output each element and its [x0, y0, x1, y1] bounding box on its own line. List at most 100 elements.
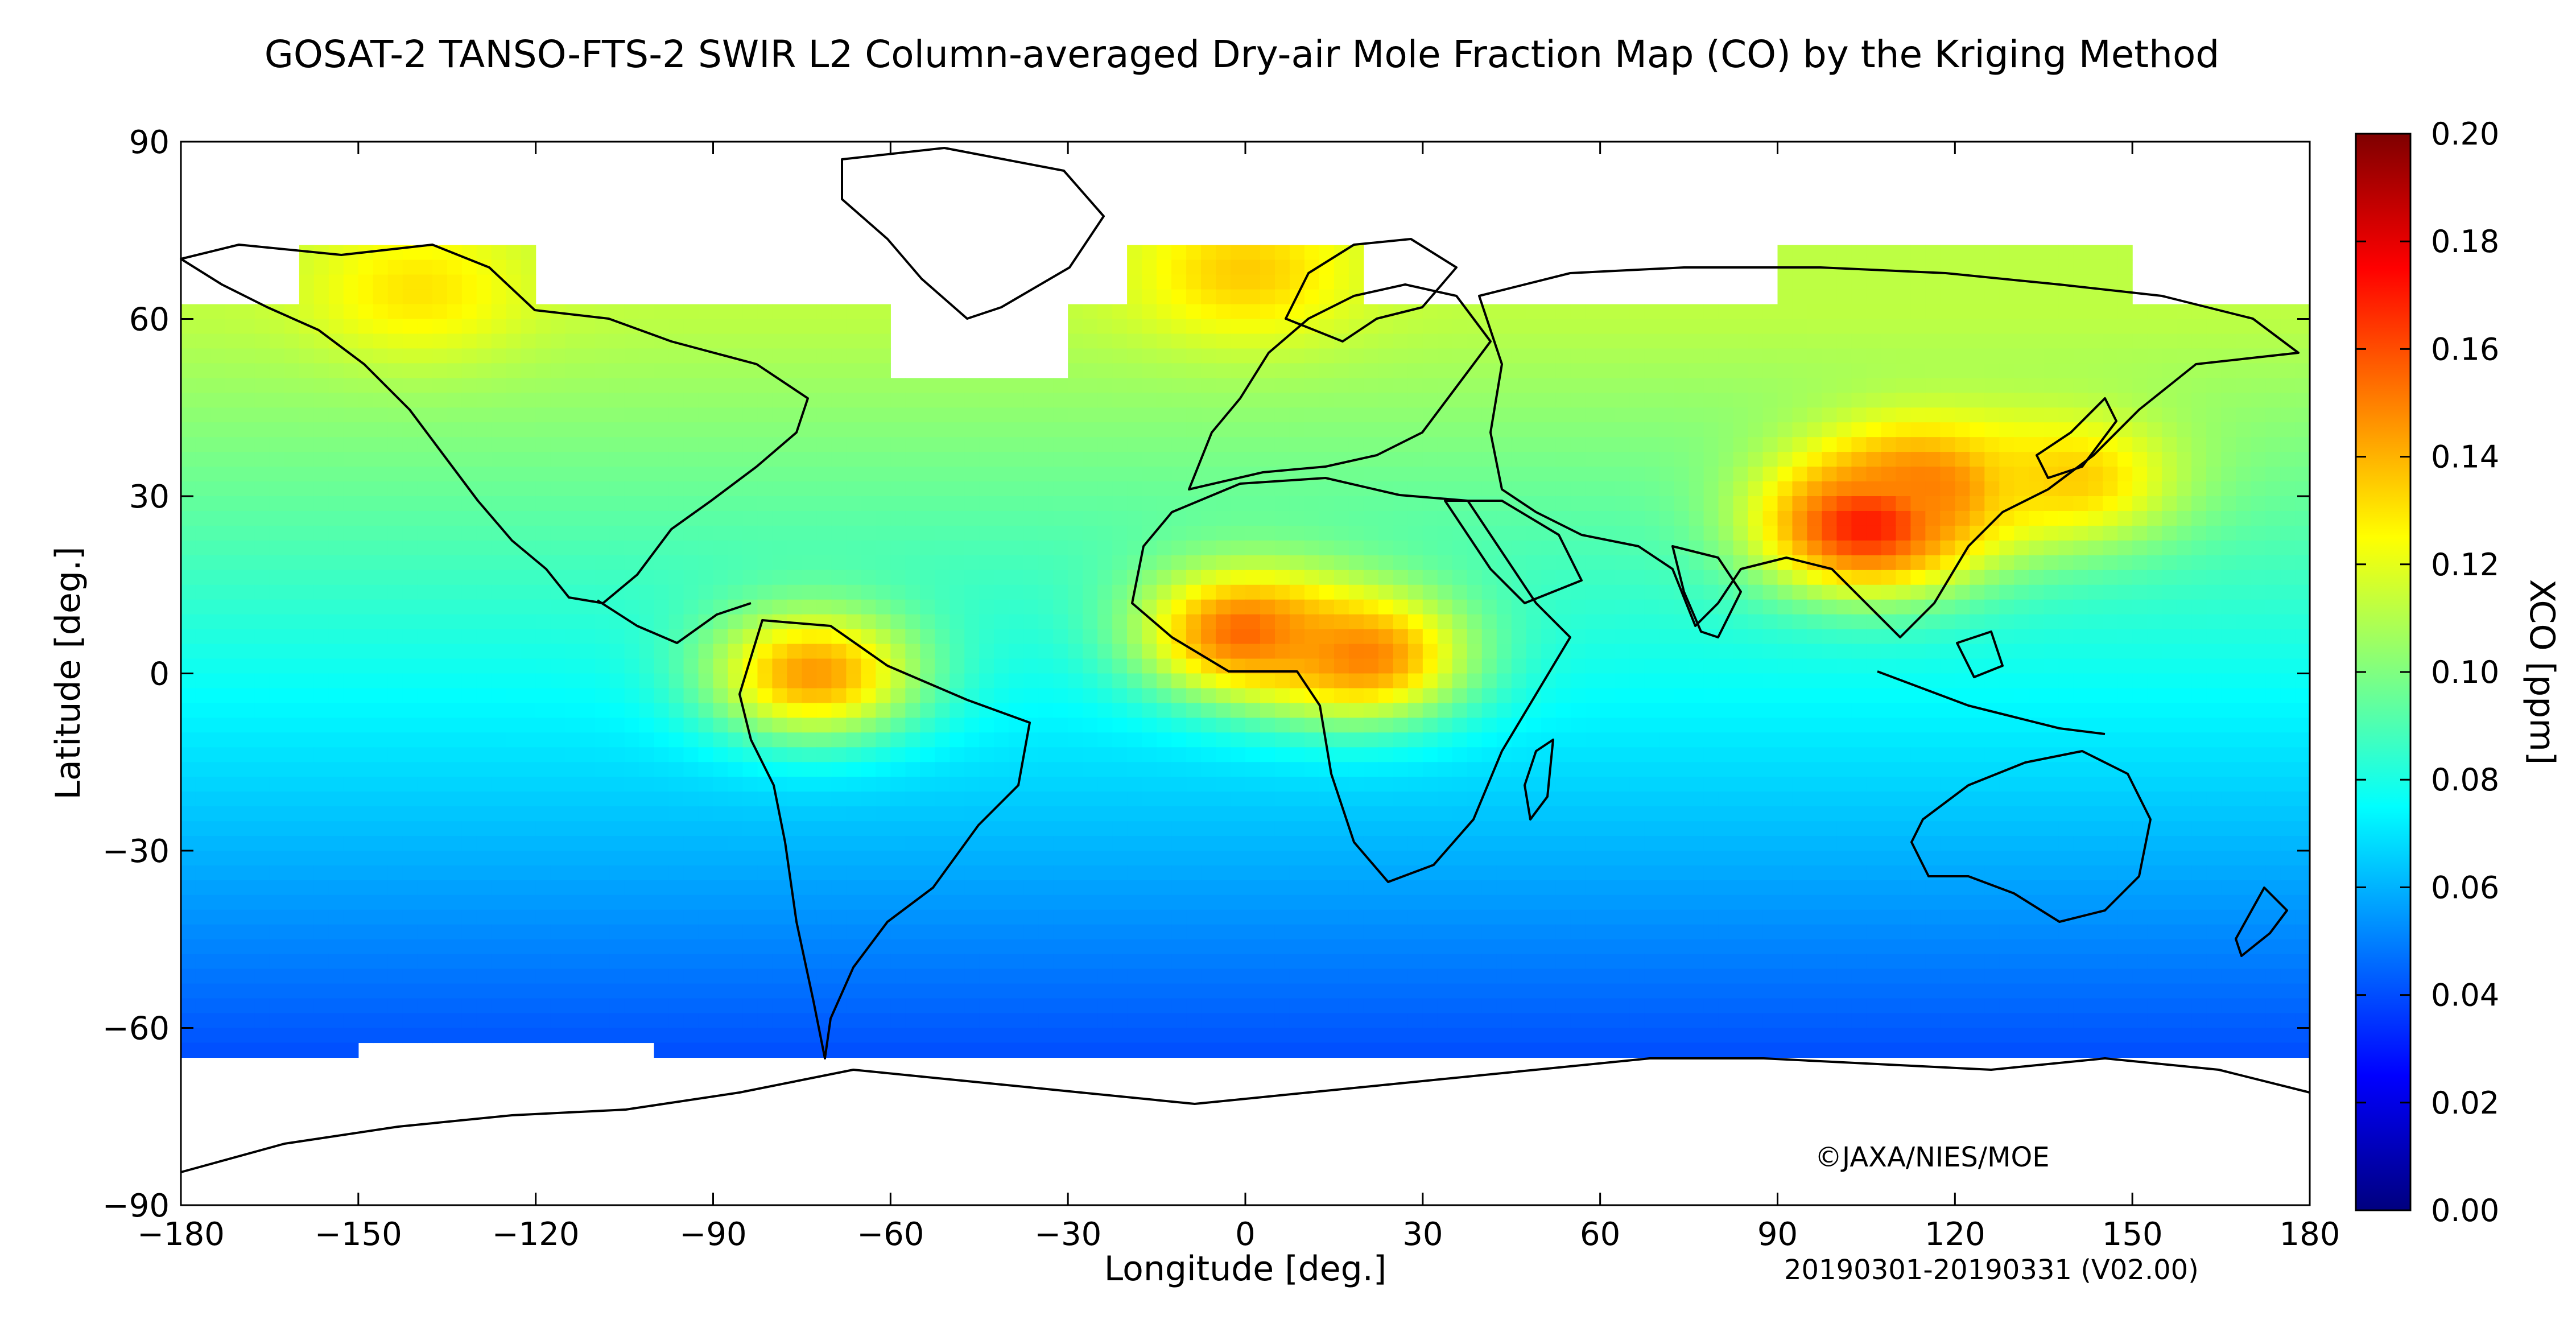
heatmap-cell — [1053, 467, 1068, 482]
heatmap-cell — [742, 304, 758, 320]
heatmap-cell — [521, 259, 536, 275]
heatmap-cell — [1289, 393, 1305, 408]
heatmap-cell — [1068, 540, 1083, 556]
heatmap-cell — [595, 422, 610, 438]
heatmap-cell — [506, 437, 522, 452]
heatmap-cell — [2280, 525, 2296, 541]
heatmap-cell — [1422, 393, 1438, 408]
heatmap-cell — [2103, 570, 2118, 586]
heatmap-cell — [2177, 319, 2192, 335]
heatmap-cell — [1792, 747, 1808, 762]
heatmap-cell — [1260, 245, 1275, 261]
heatmap-cell — [1481, 732, 1497, 748]
heatmap-cell — [1083, 791, 1098, 807]
heatmap-cell — [506, 496, 522, 512]
heatmap-cell — [683, 452, 699, 467]
heatmap-cell — [994, 658, 1009, 674]
heatmap-cell — [343, 289, 359, 305]
heatmap-cell — [565, 333, 581, 349]
heatmap-cell — [2191, 614, 2207, 630]
heatmap-cell — [195, 333, 211, 349]
heatmap-cell — [2088, 555, 2103, 571]
heatmap-cell — [2029, 319, 2044, 335]
heatmap-cell — [2177, 747, 2192, 762]
heatmap-cell — [2162, 718, 2177, 733]
heatmap-cell — [920, 481, 935, 497]
heatmap-cell — [343, 378, 359, 393]
heatmap-cell — [2251, 732, 2266, 748]
heatmap-cell — [1703, 393, 1719, 408]
heatmap-cell — [668, 732, 684, 748]
heatmap-cell — [1407, 481, 1423, 497]
heatmap-cell — [1659, 481, 1675, 497]
heatmap-cell — [1659, 584, 1675, 600]
heatmap-cell — [195, 467, 211, 482]
heatmap-cell — [535, 673, 551, 689]
heatmap-cell — [1274, 363, 1290, 378]
heatmap-cell — [2177, 762, 2192, 777]
heatmap-cell — [550, 393, 566, 408]
heatmap-cell — [1896, 259, 1911, 275]
heatmap-cell — [402, 452, 418, 467]
heatmap-cell — [447, 481, 463, 497]
heatmap-cell — [1038, 422, 1054, 438]
heatmap-cell — [1822, 378, 1838, 393]
heatmap-cell — [1142, 496, 1157, 512]
heatmap-cell — [639, 333, 655, 349]
heatmap-cell — [639, 496, 655, 512]
heatmap-cell — [698, 703, 714, 718]
heatmap-cell — [328, 319, 344, 335]
heatmap-cell — [890, 718, 906, 733]
heatmap-cell — [1348, 393, 1364, 408]
heatmap-cell — [1822, 747, 1838, 762]
heatmap-cell — [432, 570, 448, 586]
heatmap-cell — [950, 467, 965, 482]
heatmap-cell — [2221, 437, 2236, 452]
heatmap-cell — [1585, 614, 1601, 630]
heatmap-cell — [1511, 437, 1527, 452]
heatmap-cell — [461, 777, 477, 792]
heatmap-cell — [2221, 496, 2236, 512]
heatmap-cell — [2191, 762, 2207, 777]
heatmap-cell — [1422, 319, 1438, 335]
heatmap-cell — [210, 496, 226, 512]
heatmap-cell — [1703, 540, 1719, 556]
heatmap-cell — [1674, 407, 1690, 423]
heatmap-cell — [2014, 629, 2029, 645]
heatmap-cell — [994, 510, 1009, 526]
heatmap-cell — [313, 348, 329, 364]
heatmap-cell — [1718, 673, 1734, 689]
heatmap-cell — [2103, 599, 2118, 615]
heatmap-cell — [1334, 393, 1349, 408]
heatmap-cell — [876, 481, 891, 497]
heatmap-cell — [313, 599, 329, 615]
heatmap-cell — [1216, 319, 1231, 335]
heatmap-cell — [269, 510, 285, 526]
heatmap-cell — [2147, 732, 2162, 748]
heatmap-cell — [905, 510, 920, 526]
heatmap-cell — [565, 407, 581, 423]
heatmap-cell — [1748, 688, 1764, 704]
heatmap-cell — [654, 644, 670, 659]
heatmap-cell — [624, 393, 640, 408]
heatmap-cell — [1896, 363, 1911, 378]
heatmap-cell — [1570, 510, 1586, 526]
heatmap-cell — [550, 791, 566, 807]
heatmap-cell — [876, 614, 891, 630]
heatmap-cell — [1836, 629, 1852, 645]
heatmap-cell — [1733, 467, 1749, 482]
heatmap-cell — [1319, 481, 1335, 497]
heatmap-cell — [1274, 393, 1290, 408]
heatmap-cell — [2073, 437, 2088, 452]
heatmap-cell — [1792, 378, 1808, 393]
heatmap-cell — [1925, 496, 1941, 512]
heatmap-cell — [2295, 688, 2310, 704]
heatmap-cell — [2191, 747, 2207, 762]
heatmap-cell — [816, 555, 832, 571]
heatmap-cell — [2117, 510, 2133, 526]
heatmap-cell — [1378, 614, 1394, 630]
heatmap-cell — [1231, 422, 1246, 438]
heatmap-cell — [447, 570, 463, 586]
heatmap-cell — [1201, 348, 1216, 364]
heatmap-cell — [2191, 777, 2207, 792]
